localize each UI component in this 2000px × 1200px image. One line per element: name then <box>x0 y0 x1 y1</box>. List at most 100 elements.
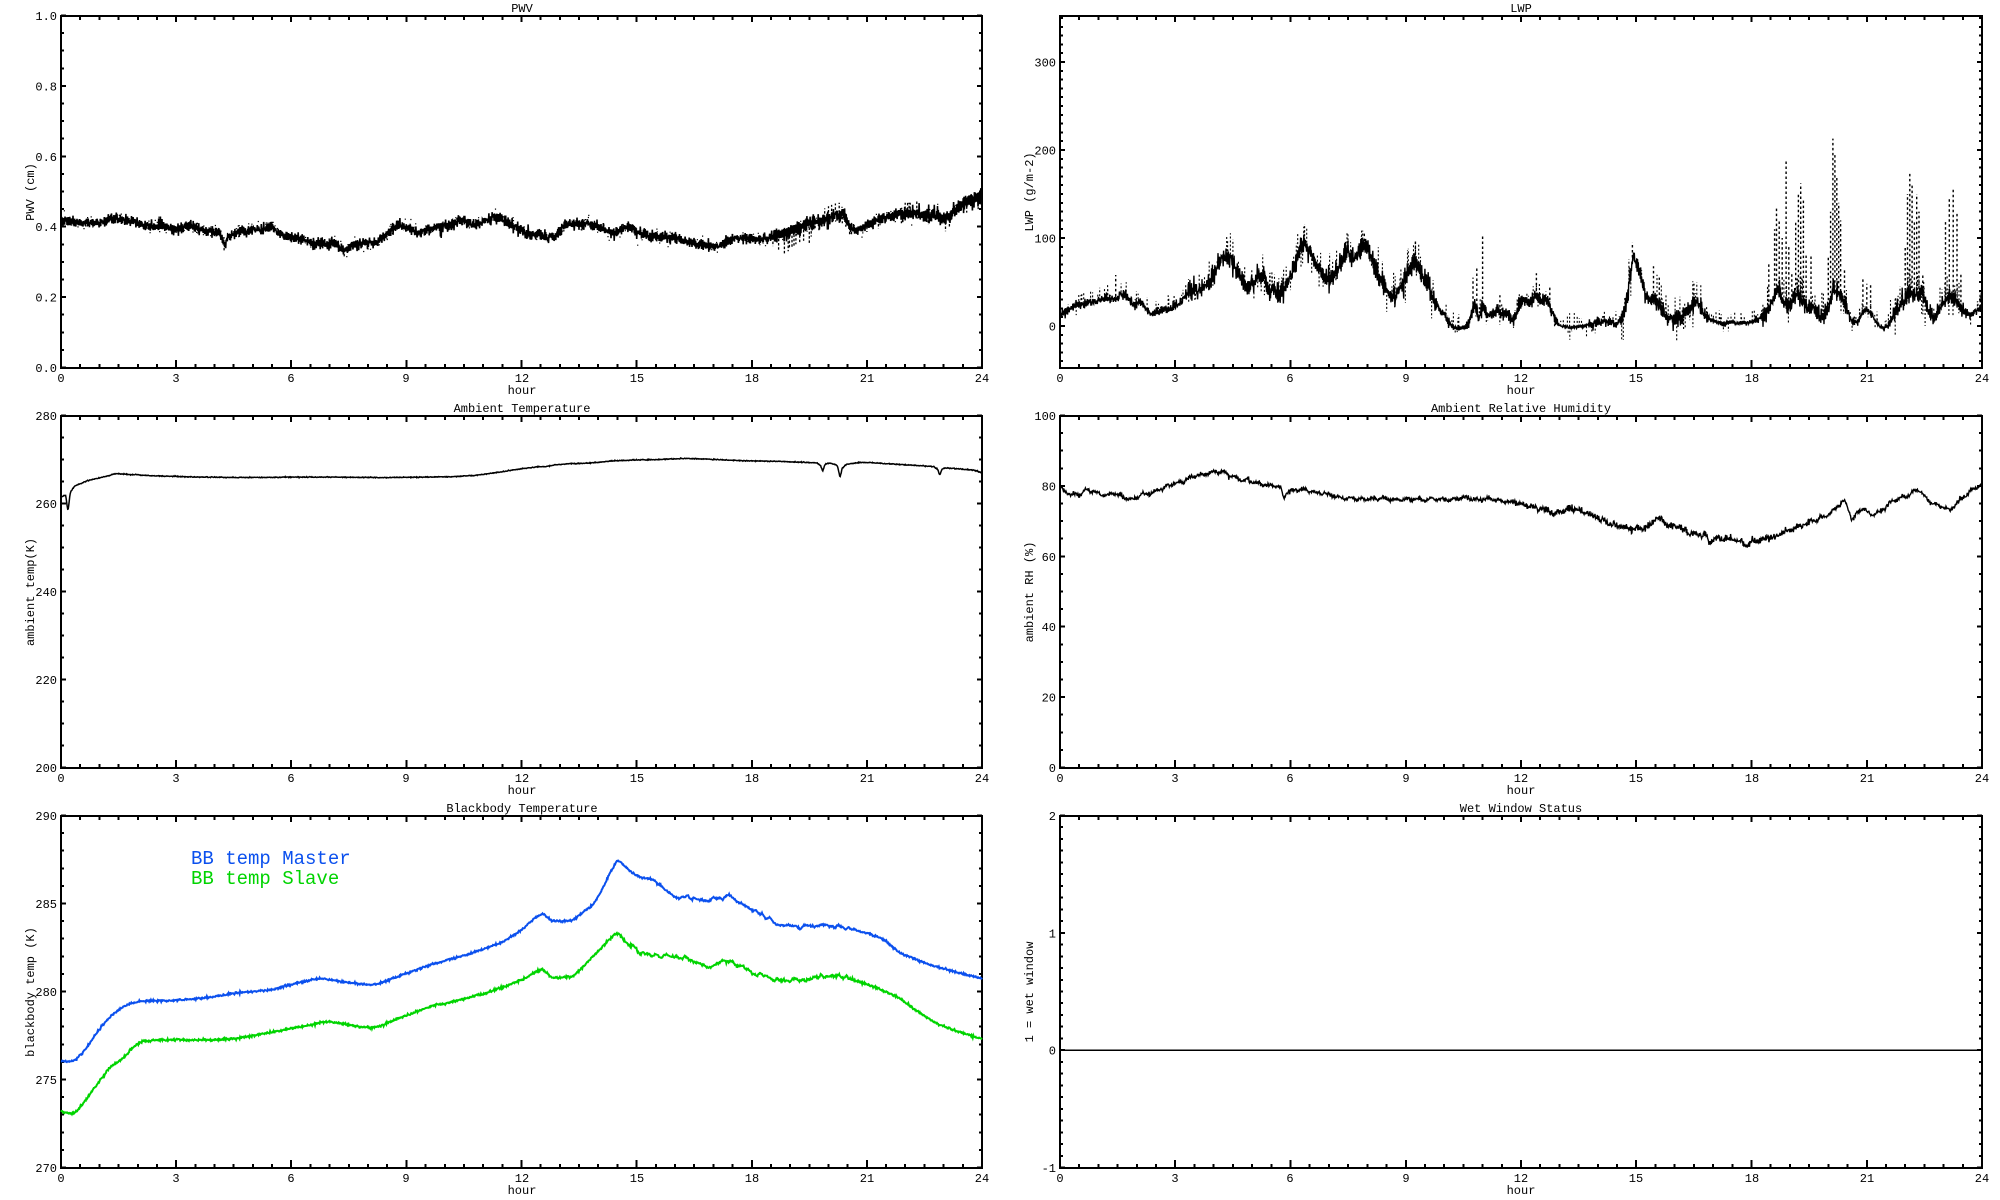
svg-text:9: 9 <box>402 772 409 786</box>
svg-text:21: 21 <box>1860 372 1874 386</box>
svg-text:240: 240 <box>35 586 57 600</box>
svg-text:21: 21 <box>860 772 874 786</box>
svg-text:1.0: 1.0 <box>35 10 57 24</box>
svg-text:60: 60 <box>1042 551 1056 565</box>
svg-text:80: 80 <box>1042 480 1056 494</box>
svg-text:12: 12 <box>1514 372 1528 386</box>
svg-text:9: 9 <box>1402 772 1409 786</box>
svg-text:3: 3 <box>172 772 179 786</box>
svg-text:21: 21 <box>1860 1172 1874 1186</box>
svg-text:6: 6 <box>287 772 294 786</box>
svg-text:hour: hour <box>1507 384 1536 398</box>
svg-text:0: 0 <box>1056 372 1063 386</box>
svg-text:260: 260 <box>35 498 57 512</box>
svg-text:24: 24 <box>1975 372 1989 386</box>
svg-text:LWP: LWP <box>1510 2 1532 16</box>
svg-text:Wet Window Status: Wet Window Status <box>1460 802 1582 816</box>
svg-text:9: 9 <box>402 1172 409 1186</box>
svg-text:300: 300 <box>1034 57 1056 71</box>
svg-text:21: 21 <box>860 1172 874 1186</box>
svg-text:18: 18 <box>1745 772 1759 786</box>
svg-text:BB temp Master: BB temp Master <box>191 848 351 870</box>
svg-text:24: 24 <box>975 772 989 786</box>
svg-text:3: 3 <box>1171 772 1178 786</box>
svg-text:24: 24 <box>975 372 989 386</box>
svg-text:0.0: 0.0 <box>35 362 57 376</box>
svg-text:6: 6 <box>287 372 294 386</box>
svg-text:Ambient Temperature: Ambient Temperature <box>454 402 591 416</box>
svg-text:ambient RH (%): ambient RH (%) <box>1023 542 1037 643</box>
svg-text:9: 9 <box>1402 1172 1409 1186</box>
svg-text:12: 12 <box>1514 1172 1528 1186</box>
svg-text:200: 200 <box>35 762 57 776</box>
svg-text:1 = wet window: 1 = wet window <box>1023 941 1037 1043</box>
svg-text:3: 3 <box>1171 1172 1178 1186</box>
svg-text:24: 24 <box>1975 1172 1989 1186</box>
svg-text:18: 18 <box>1745 372 1759 386</box>
svg-text:18: 18 <box>745 372 759 386</box>
svg-text:0.8: 0.8 <box>35 80 57 94</box>
svg-text:PWV (cm): PWV (cm) <box>24 163 38 221</box>
svg-text:0: 0 <box>1056 772 1063 786</box>
svg-text:6: 6 <box>1286 772 1293 786</box>
svg-text:ambient temp(K): ambient temp(K) <box>24 538 38 646</box>
svg-text:18: 18 <box>745 1172 759 1186</box>
svg-text:-1: -1 <box>1042 1162 1056 1176</box>
svg-text:3: 3 <box>172 1172 179 1186</box>
svg-text:15: 15 <box>630 1172 644 1186</box>
svg-text:100: 100 <box>1034 410 1056 424</box>
svg-text:12: 12 <box>515 772 529 786</box>
svg-text:6: 6 <box>287 1172 294 1186</box>
svg-text:285: 285 <box>35 898 57 912</box>
svg-text:hour: hour <box>508 384 537 398</box>
svg-text:0: 0 <box>57 772 64 786</box>
svg-text:0: 0 <box>1049 1045 1056 1059</box>
svg-text:hour: hour <box>508 1184 537 1198</box>
svg-text:hour: hour <box>1507 1184 1536 1198</box>
svg-text:LWP (g/m-2): LWP (g/m-2) <box>1023 152 1037 231</box>
svg-text:BB temp Slave: BB temp Slave <box>191 868 339 890</box>
svg-text:20: 20 <box>1042 692 1056 706</box>
svg-text:220: 220 <box>35 674 57 688</box>
svg-text:15: 15 <box>1629 772 1643 786</box>
svg-text:2: 2 <box>1049 810 1056 824</box>
svg-text:290: 290 <box>35 810 57 824</box>
svg-text:6: 6 <box>1286 372 1293 386</box>
svg-text:15: 15 <box>1629 372 1643 386</box>
svg-text:24: 24 <box>1975 772 1989 786</box>
svg-text:0: 0 <box>1056 1172 1063 1186</box>
svg-text:200: 200 <box>1034 145 1056 159</box>
svg-text:100: 100 <box>1034 233 1056 247</box>
svg-text:15: 15 <box>1629 1172 1643 1186</box>
svg-text:0: 0 <box>1049 321 1056 335</box>
svg-text:9: 9 <box>402 372 409 386</box>
svg-text:0: 0 <box>1049 762 1056 776</box>
svg-text:12: 12 <box>515 372 529 386</box>
svg-text:6: 6 <box>1286 1172 1293 1186</box>
svg-text:18: 18 <box>1745 1172 1759 1186</box>
svg-text:3: 3 <box>172 372 179 386</box>
svg-text:PWV: PWV <box>511 2 533 16</box>
svg-text:21: 21 <box>860 372 874 386</box>
svg-text:3: 3 <box>1171 372 1178 386</box>
svg-text:0.2: 0.2 <box>35 292 57 306</box>
svg-text:0.4: 0.4 <box>35 221 57 235</box>
svg-text:24: 24 <box>975 1172 989 1186</box>
svg-text:21: 21 <box>1860 772 1874 786</box>
svg-text:0: 0 <box>57 1172 64 1186</box>
svg-text:40: 40 <box>1042 621 1056 635</box>
svg-text:280: 280 <box>35 410 57 424</box>
svg-text:hour: hour <box>1507 784 1536 798</box>
svg-text:Blackbody Temperature: Blackbody Temperature <box>446 802 597 816</box>
svg-text:0: 0 <box>57 372 64 386</box>
svg-text:270: 270 <box>35 1162 57 1176</box>
svg-text:hour: hour <box>508 784 537 798</box>
svg-text:275: 275 <box>35 1074 57 1088</box>
svg-text:blackbody temp (K): blackbody temp (K) <box>24 927 38 1057</box>
svg-text:9: 9 <box>1402 372 1409 386</box>
svg-text:15: 15 <box>630 772 644 786</box>
svg-text:12: 12 <box>1514 772 1528 786</box>
svg-text:0.6: 0.6 <box>35 151 57 165</box>
svg-text:18: 18 <box>745 772 759 786</box>
svg-text:15: 15 <box>630 372 644 386</box>
